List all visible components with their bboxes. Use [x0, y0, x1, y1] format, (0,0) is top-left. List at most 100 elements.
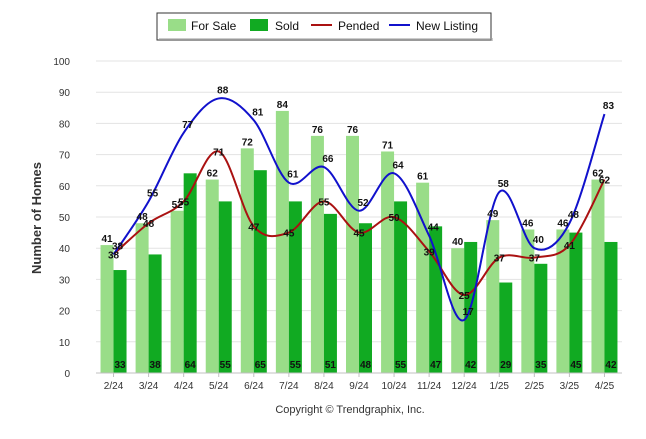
x-tick-label: 2/24 [104, 381, 124, 392]
y-tick-label: 100 [53, 57, 70, 68]
label-pended: 37 [494, 254, 506, 265]
label-new-listing: 17 [463, 307, 475, 318]
bar-sold [604, 241, 618, 373]
data-labels: 4133383848385548526477556255887172658147… [101, 85, 616, 371]
bar-for-sale [346, 135, 359, 373]
label-pended: 25 [459, 291, 471, 302]
label-for-sale: 40 [452, 237, 464, 248]
label-new-listing: 83 [603, 101, 615, 112]
label-pended: 55 [318, 197, 330, 208]
label-for-sale: 62 [592, 169, 604, 180]
label-pended: 62 [599, 176, 611, 187]
y-axis-title: Number of Homes [29, 162, 44, 274]
label-pended: 50 [389, 213, 401, 224]
label-new-listing: 58 [498, 179, 510, 190]
bar-for-sale [135, 223, 149, 373]
label-for-sale: 49 [487, 209, 499, 220]
label-for-sale: 52 [172, 200, 184, 211]
axes: 0 10 20 30 40 50 60 70 80 90 100 2/24 3/24 4/24 5/24 6/… [53, 57, 622, 392]
label-sold: 47 [430, 360, 442, 371]
bar-sold [499, 282, 513, 373]
y-tick-label: 50 [59, 213, 71, 224]
y-tick-label: 30 [59, 275, 71, 286]
label-for-sale: 61 [417, 172, 429, 183]
bar-sold [113, 270, 127, 373]
label-sold: 48 [360, 360, 372, 371]
bar-sold [148, 254, 162, 373]
label-new-listing: 64 [393, 160, 405, 171]
label-sold: 42 [605, 360, 617, 371]
label-for-sale: 62 [207, 169, 219, 180]
bar-sold [183, 173, 197, 373]
bar-sold [394, 201, 408, 373]
y-tick-label: 60 [59, 182, 71, 193]
label-pended: 55 [178, 197, 190, 208]
label-for-sale: 76 [312, 125, 324, 136]
label-for-sale: 71 [382, 140, 394, 151]
label-new-listing: 55 [147, 188, 159, 199]
bar-sold [218, 201, 232, 373]
label-for-sale: 46 [557, 218, 569, 229]
y-tick-label: 90 [59, 88, 71, 99]
label-new-listing: 77 [182, 120, 194, 131]
x-tick-label: 1/25 [490, 381, 510, 392]
label-pended: 48 [143, 219, 155, 230]
bar-for-sale [556, 229, 570, 373]
label-new-listing: 44 [428, 223, 440, 234]
label-for-sale: 72 [242, 137, 254, 148]
x-tick-label: 3/24 [139, 381, 159, 392]
label-new-listing: 48 [568, 210, 580, 221]
bar-sold [253, 170, 267, 373]
x-tick-label: 8/24 [314, 381, 334, 392]
x-tick-label: 4/24 [174, 381, 194, 392]
label-new-listing: 40 [533, 235, 545, 246]
line-pended [112, 150, 606, 296]
label-sold: 29 [500, 360, 512, 371]
label-pended: 45 [353, 229, 365, 240]
label-pended: 39 [424, 247, 436, 258]
legend-swatch-for-sale [168, 19, 186, 31]
copyright-footer: Copyright © Trendgraphix, Inc. [275, 404, 424, 416]
bar-sold [534, 263, 548, 373]
label-sold: 55 [395, 360, 407, 371]
label-new-listing: 66 [322, 154, 334, 165]
legend-box-shadow [159, 38, 493, 41]
label-sold: 65 [255, 360, 267, 371]
bar-sold [288, 201, 302, 373]
label-for-sale: 76 [347, 125, 359, 136]
bar-for-sale [486, 220, 500, 373]
label-sold: 35 [535, 360, 547, 371]
label-new-listing: 38 [112, 241, 124, 252]
y-tick-label: 10 [59, 338, 71, 349]
legend-label-new-listing: New Listing [416, 19, 478, 33]
bar-for-sale [240, 148, 254, 373]
bar-for-sale [381, 151, 395, 373]
legend-label-for-sale: For Sale [191, 19, 237, 33]
legend-swatch-sold [250, 19, 268, 31]
bar-for-sale [170, 210, 184, 373]
legend-label-sold: Sold [275, 19, 299, 33]
series-lines [112, 97, 606, 322]
x-tick-label: 10/24 [382, 381, 407, 392]
line-new-listing [112, 97, 606, 322]
label-sold: 38 [150, 360, 162, 371]
y-tick-label: 40 [59, 244, 71, 255]
bar-sold [323, 213, 337, 373]
y-tick-label: 0 [64, 369, 70, 380]
label-sold: 51 [325, 360, 337, 371]
label-pended: 71 [213, 147, 225, 158]
label-pended: 41 [564, 241, 576, 252]
label-for-sale: 46 [522, 218, 534, 229]
x-tick-label: 4/25 [595, 381, 615, 392]
x-tick-label: 3/25 [560, 381, 580, 392]
label-new-listing: 61 [287, 170, 299, 181]
y-tick-label: 20 [59, 307, 71, 318]
label-sold: 55 [290, 360, 302, 371]
label-pended: 47 [248, 222, 260, 233]
x-tick-label: 11/24 [417, 381, 442, 392]
bars [100, 110, 618, 374]
legend-label-pended: Pended [338, 19, 379, 33]
label-pended: 38 [108, 250, 120, 261]
